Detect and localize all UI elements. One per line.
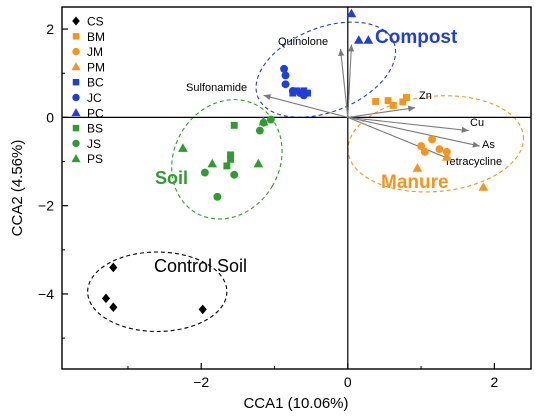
axis-ticks: −2 0 2 −4 −2 0 2 (38, 21, 498, 390)
point-bs-3 (223, 162, 231, 170)
y-axis-label: CCA2 (4.56%) (9, 140, 26, 237)
point-bs-2 (227, 155, 235, 163)
point-jm-0 (417, 142, 426, 150)
point-bs-1 (227, 151, 235, 159)
legend-marker-pc (71, 108, 81, 117)
legend-label-bm: BM (87, 30, 105, 44)
point-bm-2 (399, 98, 407, 106)
point-jm-3 (435, 145, 444, 154)
y-tick-label: −4 (38, 286, 54, 302)
point-jc-3 (288, 86, 297, 95)
point-jm-2 (428, 135, 437, 144)
cluster-label-soil: Soil (155, 168, 188, 188)
arrow-quinolone (338, 48, 349, 118)
arrow-label-sulfonamide: Sulfonamide (186, 82, 247, 94)
point-jc-2 (281, 80, 290, 89)
x-tick-label: −2 (193, 374, 209, 390)
cluster-ellipses (87, 21, 524, 333)
legend-marker-bc (72, 78, 80, 86)
data-points (101, 8, 489, 315)
point-pm-2 (478, 182, 489, 191)
legend-marker-cs (72, 16, 80, 26)
legend-marker-jc (72, 93, 80, 102)
point-js-3 (255, 126, 264, 135)
legend-marker-pm (71, 62, 81, 71)
point-jm-4 (442, 147, 451, 156)
point-pm-0 (412, 163, 423, 172)
point-ps-0 (178, 143, 188, 152)
arrow-label-quinolone: Quinolone (278, 36, 328, 48)
ellipse-compost (255, 21, 397, 118)
arrow-label-cu: Cu (470, 117, 484, 129)
ellipse-control-soil (87, 251, 228, 333)
legend-label-jm: JM (87, 45, 103, 59)
legend-marker-jm (72, 47, 80, 56)
x-axis-label: CCA1 (10.06%) (243, 395, 348, 412)
point-pc-0 (346, 8, 357, 18)
y-tick-label: −2 (38, 198, 54, 214)
point-bm-0 (372, 98, 380, 105)
arrow-tetracycline (347, 116, 451, 160)
ellipse-soil (171, 99, 283, 220)
cluster-label-compost: Compost (375, 27, 458, 48)
legend-label-pm: PM (87, 60, 105, 74)
point-ps-1 (207, 158, 218, 168)
legend-marker-bs (72, 124, 80, 132)
point-cs-2 (109, 302, 118, 312)
point-cs-3 (198, 304, 207, 315)
legend-label-js: JS (87, 137, 101, 151)
arrow-as (347, 116, 480, 148)
cluster-label-manure: Manure (381, 172, 449, 193)
legend-label-cs: CS (87, 15, 104, 29)
legend-label-ps: PS (87, 152, 103, 166)
point-bc-1 (304, 89, 311, 97)
legend-marker-bm (72, 33, 80, 40)
cluster-labels: Compost Manure Soil Control Soil (154, 27, 458, 276)
arrow-cu (347, 116, 469, 133)
x-tick-label: 2 (490, 374, 498, 390)
point-bs-0 (230, 121, 238, 129)
arrow-label-zn: Zn (419, 90, 432, 102)
point-bm-3 (402, 94, 410, 101)
arrow-zn (347, 105, 416, 118)
y-tick-label: 0 (46, 109, 54, 125)
point-jc-5 (299, 91, 308, 100)
legend-label-pc: PC (87, 106, 104, 120)
legend-label-jc: JC (87, 91, 102, 105)
legend-label-bc: BC (87, 76, 104, 90)
arrow-label-as: As (482, 139, 495, 151)
point-cs-1 (101, 293, 111, 304)
plot-frame (61, 6, 532, 370)
point-cs-0 (109, 262, 118, 273)
point-ps-2 (253, 158, 264, 168)
point-js-2 (230, 170, 239, 179)
point-js-4 (266, 115, 275, 124)
point-jc-0 (280, 64, 288, 73)
point-bm-4 (389, 101, 397, 109)
arrow-unlabeled-1 (347, 44, 355, 118)
point-js-0 (213, 192, 222, 201)
legend-marker-js (72, 139, 80, 148)
point-pc-2 (363, 35, 374, 44)
arrow-sulfonamide (263, 94, 348, 118)
point-bc-2 (300, 87, 308, 95)
x-tick-label: 0 (344, 374, 352, 390)
legend-label-bs: BS (87, 122, 103, 136)
zero-lines (62, 7, 531, 369)
point-ps-3 (258, 116, 269, 126)
point-pm-1 (441, 152, 452, 161)
point-jm-1 (420, 147, 429, 156)
legend-marker-ps (71, 153, 81, 163)
cluster-label-control-soil: Control Soil (154, 256, 247, 276)
point-pc-1 (353, 35, 364, 44)
point-bm-1 (384, 97, 392, 105)
y-tick-label: 2 (46, 21, 54, 37)
point-jc-1 (281, 71, 290, 80)
point-js-1 (200, 168, 209, 177)
biplot-arrows: Quinolone Sulfonamide Zn Cu As Tetracycline (186, 36, 502, 168)
arrow-label-tetracycline: Tetracycline (444, 156, 502, 168)
